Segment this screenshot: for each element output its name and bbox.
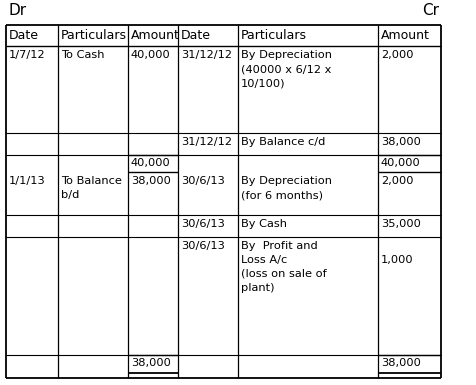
Text: Loss A/c: Loss A/c	[240, 255, 287, 265]
Text: By Balance c/d: By Balance c/d	[240, 137, 325, 147]
Text: (40000 x 6/12 x: (40000 x 6/12 x	[240, 64, 331, 74]
Text: Date: Date	[180, 29, 210, 42]
Text: b/d: b/d	[61, 190, 79, 200]
Text: (for 6 months): (for 6 months)	[240, 190, 322, 200]
Text: 2,000: 2,000	[380, 50, 413, 60]
Text: 38,000: 38,000	[131, 358, 170, 368]
Text: 40,000: 40,000	[131, 50, 170, 60]
Text: 30/6/13: 30/6/13	[180, 219, 224, 229]
Text: 40,000: 40,000	[380, 158, 420, 168]
Text: Cr: Cr	[421, 3, 438, 18]
Text: Date: Date	[9, 29, 39, 42]
Text: 30/6/13: 30/6/13	[180, 241, 224, 251]
Text: 38,000: 38,000	[380, 358, 420, 368]
Text: 31/12/12: 31/12/12	[180, 137, 231, 147]
Text: 38,000: 38,000	[380, 137, 420, 147]
Text: Dr: Dr	[8, 3, 26, 18]
Text: To Balance: To Balance	[61, 176, 122, 186]
Text: By Depreciation: By Depreciation	[240, 176, 331, 186]
Text: Particulars: Particulars	[240, 29, 307, 42]
Text: 1,000: 1,000	[380, 255, 413, 265]
Text: By Cash: By Cash	[240, 219, 287, 229]
Text: 10/100): 10/100)	[240, 78, 285, 88]
Text: 40,000: 40,000	[131, 158, 170, 168]
Text: To Cash: To Cash	[61, 50, 104, 60]
Text: By  Profit and: By Profit and	[240, 241, 317, 251]
Text: 38,000: 38,000	[131, 176, 170, 186]
Text: 1/7/12: 1/7/12	[9, 50, 46, 60]
Text: Amount: Amount	[131, 29, 179, 42]
Text: (loss on sale of: (loss on sale of	[240, 269, 326, 279]
Text: 1/1/13: 1/1/13	[9, 176, 46, 186]
Text: 35,000: 35,000	[380, 219, 420, 229]
Text: Amount: Amount	[380, 29, 429, 42]
Text: 31/12/12: 31/12/12	[180, 50, 231, 60]
Text: 30/6/13: 30/6/13	[180, 176, 224, 186]
Text: By Depreciation: By Depreciation	[240, 50, 331, 60]
Text: plant): plant)	[240, 283, 274, 293]
Text: Particulars: Particulars	[61, 29, 127, 42]
Text: 2,000: 2,000	[380, 176, 413, 186]
